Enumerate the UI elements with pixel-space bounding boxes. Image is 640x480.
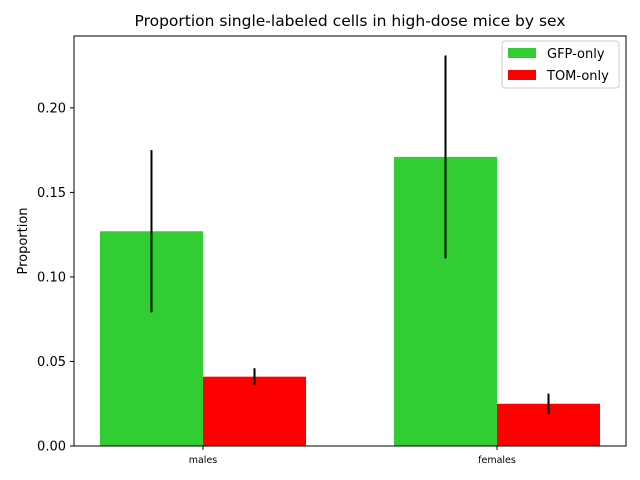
legend-swatch-tom-only [508,70,536,80]
legend-swatch-gfp-only [508,48,536,58]
y-tick-label: 0.10 [37,270,66,285]
bar-tom-only-males [203,376,306,446]
y-tick-label: 0.05 [37,355,66,370]
y-tick-label: 0.20 [37,101,66,116]
x-tick-label: females [478,455,516,466]
legend-label-tom-only: TOM-only [546,69,609,84]
y-axis-label: Proportion [16,207,31,274]
legend-label-gfp-only: GFP-only [547,47,605,62]
y-tick-label: 0.00 [37,440,66,455]
axes-frame [73,35,627,447]
plot-area: males females 0.00 0.05 0.10 0.15 0.20 [37,35,627,466]
x-tick-label: males [189,455,218,466]
chart-title: Proportion single-labeled cells in high-… [135,12,566,30]
y-tick-label: 0.15 [37,186,66,201]
legend: GFP-only TOM-only [501,40,620,89]
